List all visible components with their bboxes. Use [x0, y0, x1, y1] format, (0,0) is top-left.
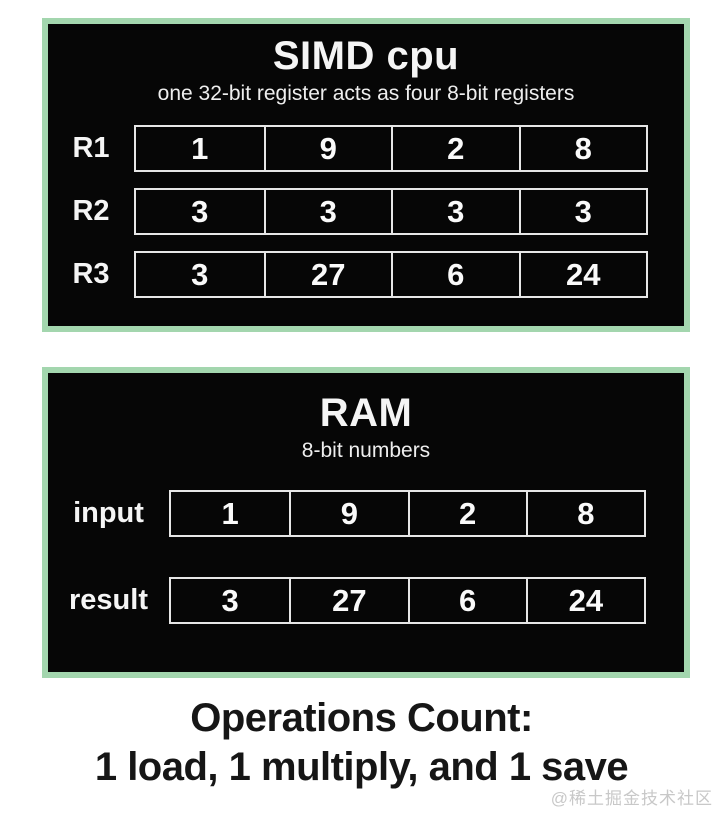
register-label: R3	[72, 258, 110, 290]
register-row-r1: R1 1 9 2 8	[48, 125, 684, 172]
memory-cell: 2	[407, 492, 526, 535]
register-cell: 3	[191, 256, 209, 292]
simd-panel-title: SIMD cpu	[272, 34, 460, 78]
register-cell: 1	[191, 130, 209, 166]
memory-cell: 1	[221, 495, 239, 531]
register-cell: 3	[391, 190, 519, 233]
caption-line-2: 1 load, 1 multiply, and 1 save	[94, 745, 629, 789]
memory-rows: input 1 9 2 8 result 3 27 6 24	[48, 490, 684, 624]
memory-row-result: result 3 27 6 24	[48, 577, 684, 624]
memory-cell: 27	[289, 579, 407, 622]
register-cell: 8	[518, 127, 647, 170]
memory-label: result	[69, 584, 148, 616]
register-cell: 3	[263, 190, 392, 233]
register-cell: 3	[191, 193, 209, 229]
memory-label: input	[73, 497, 144, 529]
watermark: @稀土掘金技术社区	[550, 789, 713, 808]
register-cells: 3 3 3 3	[134, 188, 648, 235]
memory-row-input: input 1 9 2 8	[48, 490, 684, 537]
register-label: R1	[72, 132, 110, 164]
memory-cell: 8	[525, 492, 644, 535]
memory-cell: 3	[221, 582, 239, 618]
register-cell: 9	[263, 127, 392, 170]
register-row-r3: R3 3 27 6 24	[48, 251, 684, 298]
ram-panel: RAM 8-bit numbers input 1 9 2 8 result 3…	[42, 367, 690, 678]
register-cell: 3	[518, 190, 647, 233]
ram-panel-subtitle: 8-bit numbers	[301, 439, 431, 462]
simd-cpu-panel: SIMD cpu one 32-bit register acts as fou…	[42, 18, 690, 332]
register-row-r2: R2 3 3 3 3	[48, 188, 684, 235]
register-label: R2	[72, 195, 110, 227]
register-rows: R1 1 9 2 8 R2 3 3 3 3 R3	[48, 125, 684, 298]
memory-cell: 9	[289, 492, 407, 535]
register-cell: 2	[391, 127, 519, 170]
operations-count-caption: Operations Count: 1 load, 1 multiply, an…	[0, 694, 723, 792]
register-cell: 27	[263, 253, 392, 296]
simd-panel-subtitle: one 32-bit register acts as four 8-bit r…	[157, 82, 575, 105]
ram-panel-title: RAM	[319, 391, 413, 435]
register-cell: 24	[518, 253, 647, 296]
memory-cell: 6	[407, 579, 526, 622]
memory-cells: 3 27 6 24	[169, 577, 646, 624]
caption-line-1: Operations Count:	[190, 696, 533, 740]
register-cells: 1 9 2 8	[134, 125, 648, 172]
register-cells: 3 27 6 24	[134, 251, 648, 298]
register-cell: 6	[391, 253, 519, 296]
memory-cells: 1 9 2 8	[169, 490, 646, 537]
memory-cell: 24	[525, 579, 644, 622]
